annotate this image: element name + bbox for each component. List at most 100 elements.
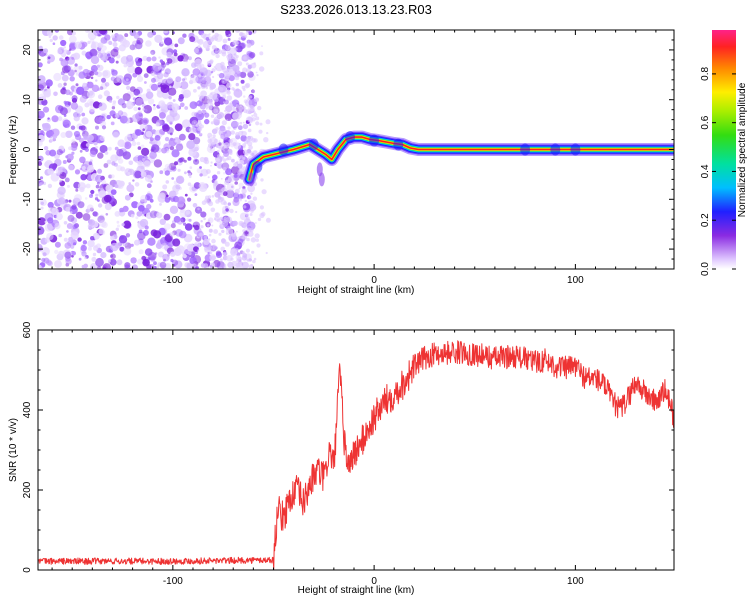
noise-speck (238, 109, 243, 114)
noise-speck (206, 239, 208, 242)
noise-speck (203, 217, 206, 221)
noise-speck (147, 98, 155, 105)
noise-speck (77, 182, 86, 191)
noise-speck (74, 69, 77, 73)
noise-speck (99, 214, 105, 220)
noise-speck (246, 42, 252, 48)
noise-speck (154, 135, 161, 141)
noise-speck (153, 230, 162, 239)
noise-speck (238, 187, 241, 190)
x-tick-label: 0 (371, 275, 377, 286)
noise-speck (81, 112, 86, 117)
noise-speck (247, 184, 256, 193)
noise-speck (169, 145, 175, 151)
noise-speck (78, 257, 82, 261)
noise-speck (218, 232, 222, 236)
noise-speck (63, 100, 67, 104)
noise-speck (73, 194, 82, 203)
noise-speck (220, 246, 225, 252)
noise-speck (110, 154, 119, 163)
noise-speck (213, 97, 219, 103)
noise-speck (232, 220, 238, 226)
noise-speck (89, 71, 95, 76)
noise-speck (123, 247, 132, 256)
noise-speck (184, 106, 189, 110)
noise-speck (223, 216, 227, 220)
noise-speck (238, 198, 242, 202)
snr-x-ticks: -100 0 100 (51, 330, 657, 587)
noise-speck (149, 198, 154, 203)
noise-speck (109, 110, 116, 117)
noise-speck (132, 97, 136, 101)
noise-speck (183, 92, 189, 99)
noise-speck (101, 179, 107, 185)
noise-speck (226, 183, 235, 192)
noise-speck (66, 230, 69, 233)
noise-speck (47, 168, 54, 175)
noise-speck (49, 38, 53, 43)
noise-speck (199, 132, 203, 136)
noise-speck (54, 223, 61, 230)
noise-speck (111, 161, 116, 166)
noise-speck (163, 30, 169, 34)
noise-speck (146, 203, 152, 210)
noise-speck (98, 33, 101, 37)
noise-speck (210, 71, 214, 74)
noise-speck (192, 68, 201, 76)
noise-speck (248, 145, 253, 150)
noise-speck (162, 124, 170, 132)
noise-speck (206, 94, 212, 100)
noise-speck (228, 138, 233, 144)
noise-speck (222, 251, 228, 257)
noise-speck (39, 176, 44, 180)
noise-speck (212, 134, 216, 138)
noise-speck (241, 131, 247, 137)
noise-speck (177, 159, 180, 163)
noise-speck (213, 138, 219, 144)
noise-speck (260, 211, 266, 217)
noise-speck (67, 184, 70, 188)
noise-speck (42, 252, 47, 257)
noise-speck (210, 161, 213, 164)
noise-speck (166, 51, 172, 58)
noise-speck (49, 149, 57, 157)
noise-speck (116, 95, 120, 100)
noise-speck (164, 163, 172, 171)
noise-speck (57, 116, 63, 121)
noise-speck (106, 159, 112, 165)
noise-speck (257, 217, 262, 222)
noise-speck (110, 235, 115, 241)
noise-speck (194, 193, 198, 197)
noise-speck (234, 75, 240, 81)
noise-speck (180, 81, 189, 90)
noise-speck (97, 168, 103, 174)
noise-speck (129, 86, 136, 92)
noise-speck (214, 50, 218, 54)
noise-speck (142, 108, 145, 111)
noise-speck (232, 192, 240, 199)
noise-speck (125, 78, 129, 82)
noise-speck (114, 211, 121, 217)
noise-speck (73, 130, 81, 138)
ridge-tail (318, 172, 325, 187)
snr-y-label: SNR (10 * v/v) (8, 418, 19, 482)
noise-speck (174, 260, 183, 269)
noise-speck (175, 191, 179, 195)
noise-speck (229, 151, 233, 156)
noise-speck (121, 103, 127, 109)
noise-speck (266, 131, 269, 135)
noise-speck (94, 197, 99, 201)
noise-speck (63, 237, 68, 242)
noise-speck (245, 137, 251, 142)
noise-speck (215, 212, 219, 216)
noise-speck (203, 159, 208, 164)
noise-speck (233, 251, 236, 254)
noise-speck (238, 143, 241, 145)
noise-speck (259, 122, 263, 126)
noise-speck (134, 239, 140, 246)
noise-speck (89, 48, 98, 58)
noise-speck (113, 260, 117, 263)
noise-speck (138, 205, 145, 212)
noise-speck (218, 119, 221, 122)
